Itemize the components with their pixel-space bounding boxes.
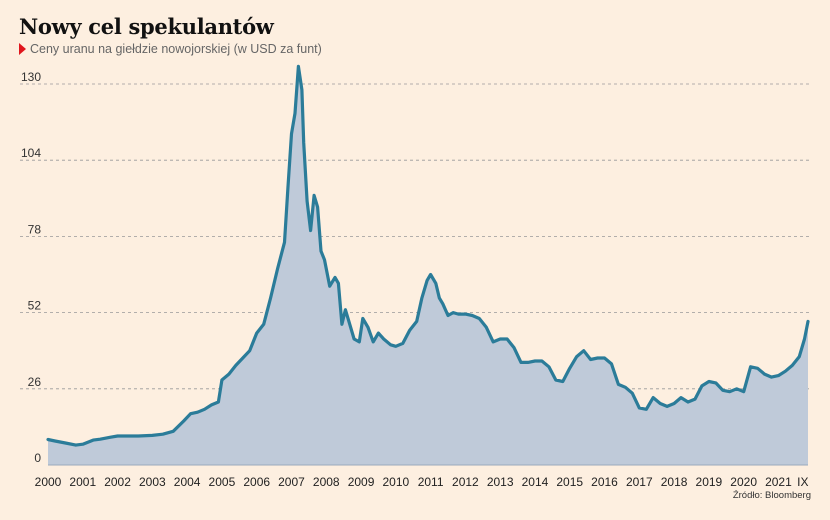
x-tick-label: 2005 <box>209 475 236 489</box>
x-tick-label: 2001 <box>69 475 96 489</box>
x-tick-label: 2018 <box>661 475 688 489</box>
x-tick-label: 2015 <box>556 475 583 489</box>
x-tick-label: 2009 <box>348 475 375 489</box>
chart-subtitle-text: Ceny uranu na giełdzie nowojorskiej (w U… <box>30 42 322 56</box>
x-tick-label: 2002 <box>104 475 131 489</box>
x-tick-label: 2020 <box>730 475 757 489</box>
x-tick-label: 2010 <box>382 475 409 489</box>
x-axis-ticks: 2000 2001 2002 2003 2004 2005 2006 2007 2008 2009… <box>35 475 809 489</box>
series-line <box>46 64 810 447</box>
x-tick-label: 2012 <box>452 475 479 489</box>
y-tick-label: 0 <box>34 451 41 465</box>
x-tick-label: 2000 <box>35 475 62 489</box>
y-axis-ticks: 0 26 52 78 104 130 <box>21 70 41 465</box>
x-tick-label: 2017 <box>626 475 653 489</box>
x-tick-label: IX <box>797 475 808 489</box>
x-tick-label: 2006 <box>243 475 270 489</box>
y-tick-label: 78 <box>28 222 42 236</box>
area-fill <box>48 66 808 466</box>
y-tick-label: 104 <box>21 146 41 160</box>
x-tick-label: 2007 <box>278 475 305 489</box>
y-tick-label: 130 <box>21 70 41 84</box>
x-tick-label: 2014 <box>522 475 549 489</box>
x-tick-label: 2003 <box>139 475 166 489</box>
x-tick-label: 2016 <box>591 475 618 489</box>
x-tick-label: 2013 <box>487 475 514 489</box>
x-tick-label: 2004 <box>174 475 201 489</box>
red-triangle-icon <box>19 43 26 55</box>
y-tick-label: 26 <box>28 375 42 389</box>
chart-title: Nowy cel spekulantów <box>19 14 274 39</box>
x-tick-label: 2019 <box>696 475 723 489</box>
y-tick-label: 52 <box>28 299 42 313</box>
x-tick-label: 2021 <box>765 475 792 489</box>
chart-subtitle: Ceny uranu na giełdzie nowojorskiej (w U… <box>19 42 322 56</box>
x-tick-label: 2008 <box>313 475 340 489</box>
x-tick-label: 2011 <box>418 475 444 489</box>
source-note: Źródło: Bloomberg <box>732 490 811 501</box>
data-area <box>46 64 810 466</box>
